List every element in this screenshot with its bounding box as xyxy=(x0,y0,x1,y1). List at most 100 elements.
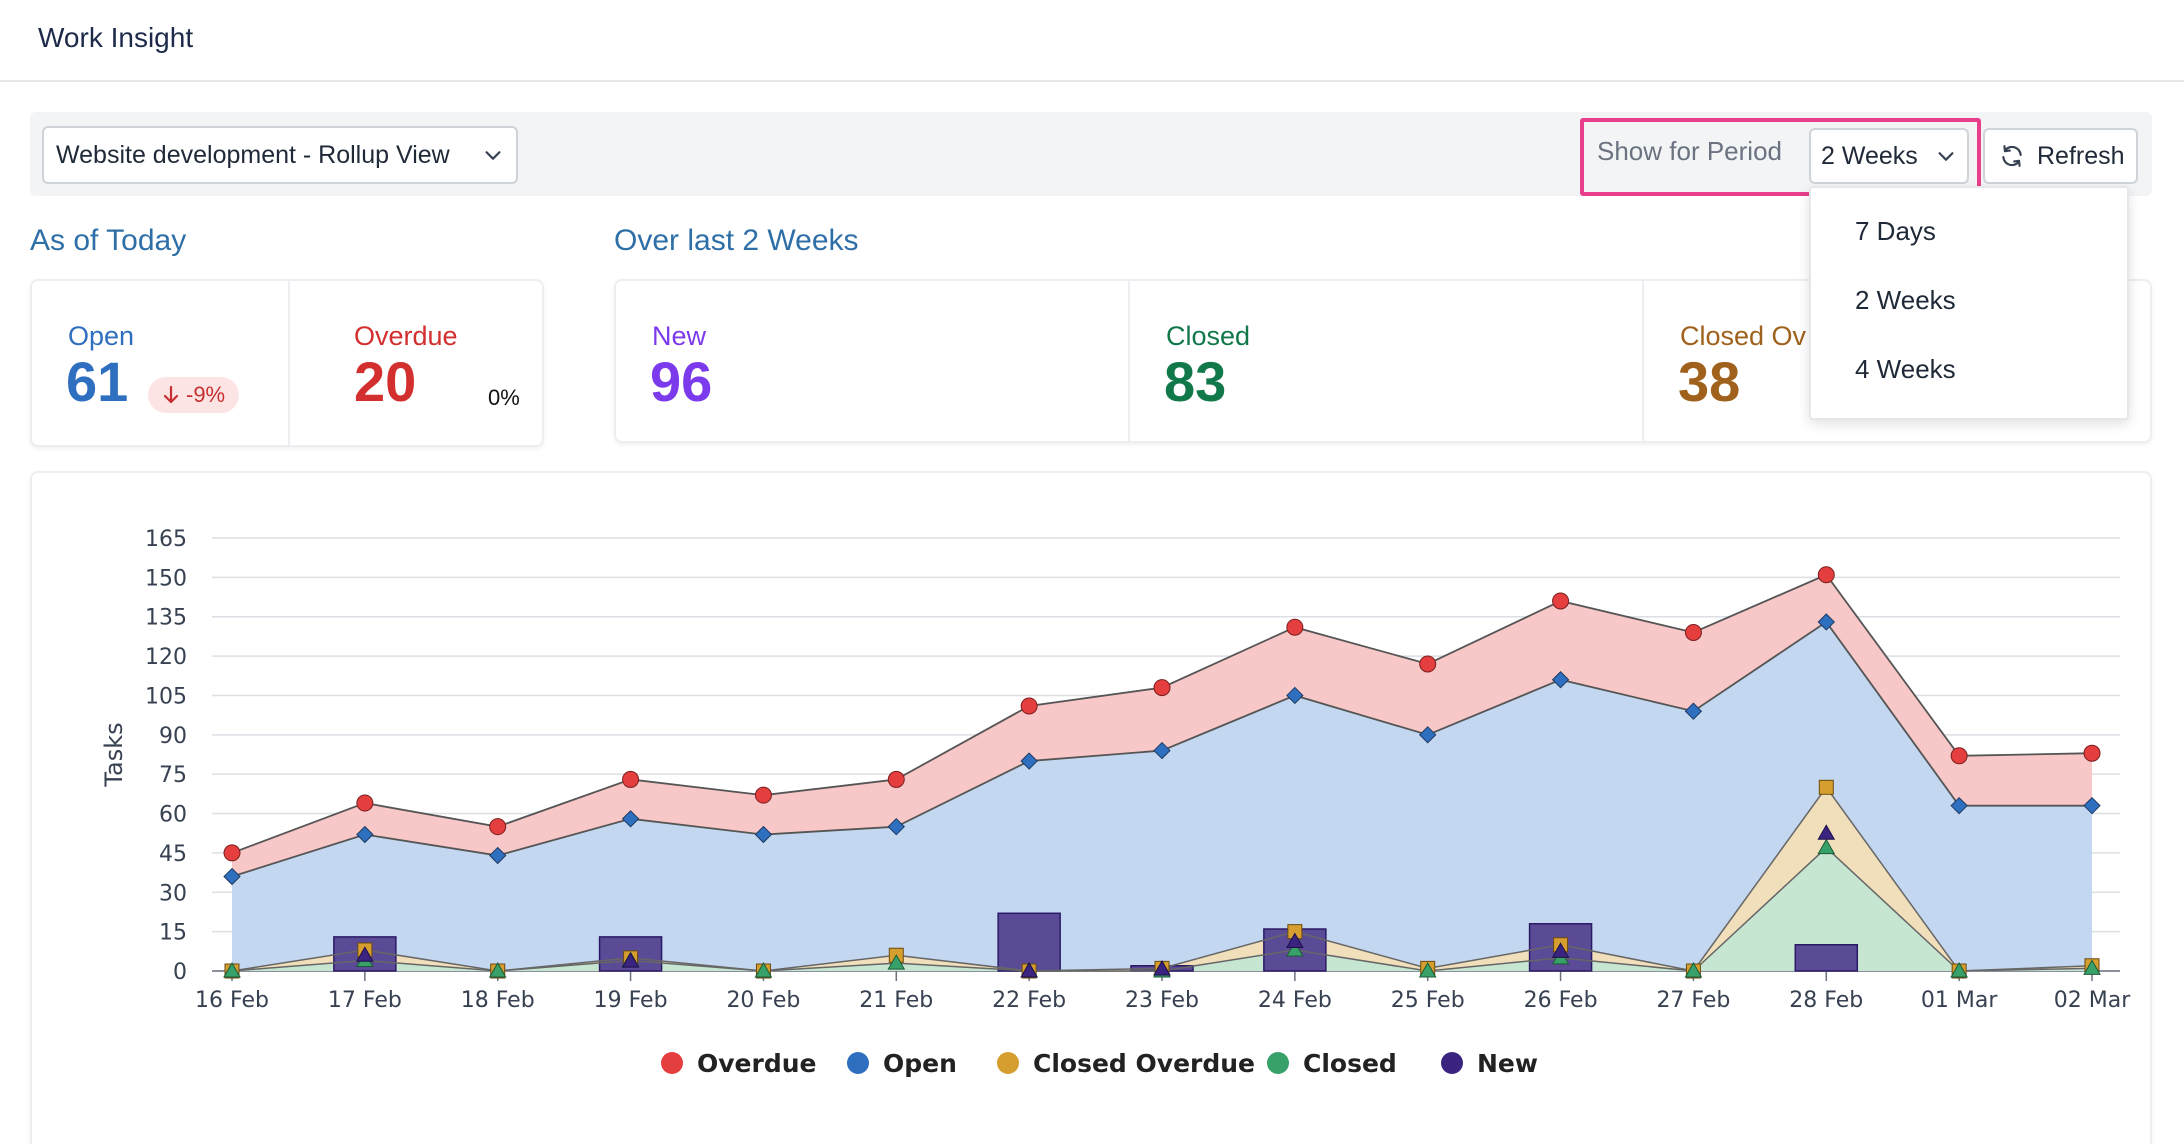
new-stat[interactable]: New 96 xyxy=(616,281,1128,441)
new-point xyxy=(1153,960,1171,976)
period-option-4-weeks[interactable]: 4 Weeks xyxy=(1855,354,1956,384)
overdue-area xyxy=(232,574,2092,877)
closed-point xyxy=(488,961,507,978)
today-stats-card: Open 61 -9% Overdue 20 0% xyxy=(30,279,544,447)
legend-label: Open xyxy=(883,1049,957,1078)
overdue-point xyxy=(622,770,640,788)
y-tick-label: 75 xyxy=(159,763,187,788)
open-point xyxy=(621,810,640,828)
open-point xyxy=(754,825,773,844)
refresh-button[interactable]: Refresh xyxy=(1983,128,2138,184)
legend-label: New xyxy=(1477,1049,1538,1078)
open-point xyxy=(887,817,905,836)
open-stat[interactable]: Open 61 -9% xyxy=(32,281,288,445)
y-tick-label: 150 xyxy=(145,566,187,591)
x-tick-label: 17 Feb xyxy=(328,988,402,1013)
open-value: 61 xyxy=(66,350,129,413)
overdue-point xyxy=(489,818,507,836)
overdue-stat[interactable]: Overdue 20 0% xyxy=(290,281,546,445)
open-point xyxy=(1286,686,1304,705)
legend-marker xyxy=(661,1052,683,1074)
x-tick-label: 28 Feb xyxy=(1789,988,1863,1013)
y-tick-label: 165 xyxy=(145,527,187,552)
project-select[interactable]: Website development - Rollup View xyxy=(42,126,518,184)
closed-point xyxy=(1950,961,1969,978)
legend-marker xyxy=(997,1052,1019,1074)
stat-divider xyxy=(1642,281,1644,441)
new-bar xyxy=(1794,944,1859,972)
new-bar xyxy=(997,912,1061,972)
x-tick-label: 26 Feb xyxy=(1524,988,1598,1013)
period-option-2-weeks[interactable]: 2 Weeks xyxy=(1855,285,1956,315)
open-point xyxy=(1020,752,1038,770)
open-point xyxy=(489,846,507,865)
new-point xyxy=(1020,961,1039,978)
x-tick-label: 02 Mar xyxy=(2054,988,2131,1013)
top-bar: Work Insight xyxy=(0,0,2184,82)
open-point xyxy=(1551,671,1570,689)
closed-point xyxy=(1817,838,1836,855)
overdue-point xyxy=(1950,747,1968,765)
chevron-down-icon xyxy=(1935,145,1957,167)
open-point xyxy=(1419,726,1437,744)
period-select-value: 2 Weeks xyxy=(1821,141,1918,170)
closed-value: 83 xyxy=(1164,350,1227,413)
x-tick-label: 18 Feb xyxy=(461,988,535,1013)
open-point xyxy=(1684,702,1703,720)
x-tick-label: 24 Feb xyxy=(1258,988,1332,1013)
closed-point xyxy=(1684,961,1703,978)
open-point xyxy=(1153,741,1171,760)
new-label: New xyxy=(652,321,707,351)
closed-overdue-label: Closed Ov xyxy=(1680,321,1807,351)
open-point xyxy=(223,867,241,886)
closed-point xyxy=(887,954,906,970)
period-highlight-box xyxy=(1580,118,1981,196)
overdue-point xyxy=(1552,592,1570,610)
y-tick-label: 120 xyxy=(145,645,187,670)
y-axis-label: Tasks xyxy=(100,722,128,787)
closed-point xyxy=(754,961,773,978)
tasks-chart: 0 15 30 45 60 75 90 105 120 135 150 165 16 Feb 17 Feb… xyxy=(100,527,2131,1078)
legend-label: Closed xyxy=(1303,1049,1397,1078)
new-point xyxy=(1285,932,1304,948)
new-point xyxy=(621,952,640,968)
closed-label: Closed xyxy=(1166,321,1251,351)
closed-point xyxy=(1285,940,1304,957)
overdue-point xyxy=(1419,655,1437,673)
x-tick-label: 21 Feb xyxy=(859,988,933,1013)
period-dropdown-menu: 7 Days 2 Weeks 4 Weeks xyxy=(1809,186,2129,420)
overdue-point xyxy=(887,770,905,788)
open-point xyxy=(2083,796,2101,815)
new-point xyxy=(355,946,374,962)
closed-point xyxy=(2083,959,2101,975)
x-tick-label: 23 Feb xyxy=(1125,988,1199,1013)
overdue-change-value: 0% xyxy=(488,385,520,410)
closed-point xyxy=(1418,961,1437,978)
overdue-point xyxy=(1817,566,1835,584)
closed-overdue-point xyxy=(1818,779,1834,795)
period-select[interactable]: 2 Weeks xyxy=(1809,128,1969,184)
filter-toolbar: Website development - Rollup View xyxy=(30,112,2152,196)
period-option-7-days[interactable]: 7 Days xyxy=(1855,216,1936,246)
as-of-today-heading: As of Today xyxy=(30,224,187,257)
tasks-chart-card: 0 15 30 45 60 75 90 105 120 135 150 165 16 Feb 17 Feb… xyxy=(30,471,2152,1144)
open-change-value: -9% xyxy=(186,382,226,407)
legend-marker xyxy=(1267,1052,1289,1074)
open-label: Open xyxy=(68,321,135,351)
x-tick-label: 27 Feb xyxy=(1656,988,1730,1013)
legend-label: Overdue xyxy=(697,1049,816,1078)
overdue-point xyxy=(1684,623,1702,641)
closed-overdue-stat[interactable]: Closed Ov 38 xyxy=(1644,281,2154,441)
period-label: Show for Period xyxy=(1597,136,1782,166)
overdue-point xyxy=(1286,618,1304,636)
new-point xyxy=(1551,942,1570,958)
open-area xyxy=(232,621,2092,971)
overdue-point xyxy=(1020,697,1038,715)
closed-stat[interactable]: Closed 83 xyxy=(1130,281,1642,441)
y-tick-label: 30 xyxy=(159,881,187,906)
new-point xyxy=(1817,824,1836,840)
overdue-point xyxy=(223,844,241,862)
x-tick-label: 20 Feb xyxy=(726,988,800,1013)
closed-point xyxy=(223,961,241,978)
page-title: Work Insight xyxy=(38,22,194,53)
